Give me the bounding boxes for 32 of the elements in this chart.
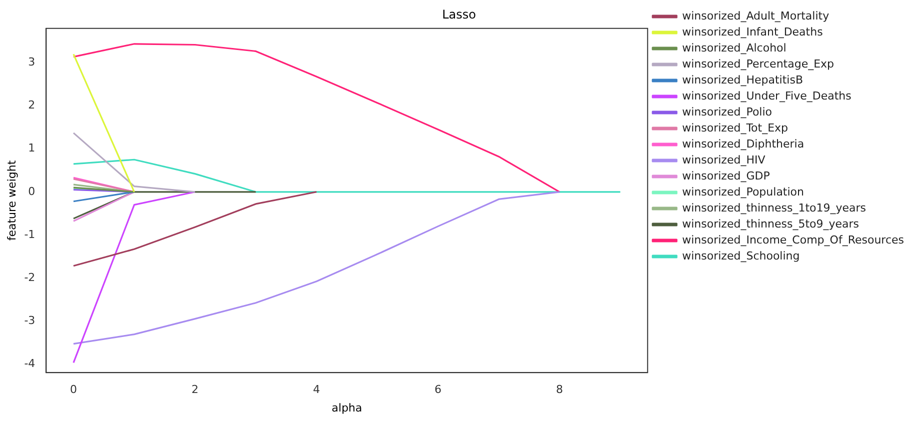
x-tick-label: 4	[313, 383, 320, 396]
y-tick-label: -1	[24, 228, 36, 241]
y-tick-label: -3	[24, 314, 36, 327]
legend-label: winsorized_HIV	[682, 153, 766, 166]
legend-label: winsorized_Diphtheria	[682, 137, 804, 150]
legend-label: winsorized_HepatitisB	[682, 73, 803, 86]
legend-label: winsorized_Schooling	[682, 249, 800, 262]
x-tick-label: 8	[556, 383, 564, 396]
legend-label: winsorized_Polio	[682, 105, 772, 118]
y-tick-label: 2	[28, 98, 36, 112]
legend-label: winsorized_GDP	[682, 169, 770, 182]
y-tick-label: 0	[28, 184, 36, 198]
legend-label: winsorized_Adult_Mortality	[682, 9, 830, 22]
x-tick-label: 2	[192, 383, 199, 396]
y-tick-label: -2	[24, 270, 36, 284]
y-tick-label: 1	[28, 142, 36, 155]
y-tick-label: 3	[28, 56, 36, 69]
legend-label: winsorized_Alcohol	[682, 41, 786, 54]
chart-title: Lasso	[442, 7, 476, 22]
legend-label: winsorized_Percentage_Exp	[682, 57, 834, 70]
x-tick-label: 6	[434, 383, 442, 396]
legend-label: winsorized_thinness_5to9_years	[682, 217, 860, 230]
x-axis-title: alpha	[332, 401, 362, 414]
y-axis-title: feature weight	[5, 160, 18, 241]
legend-label: winsorized_Under_Five_Deaths	[682, 89, 852, 102]
legend-label: winsorized_Infant_Deaths	[682, 25, 824, 38]
legend-label: winsorized_Income_Comp_Of_Resources	[682, 233, 904, 246]
legend-label: winsorized_Tot_Exp	[682, 121, 788, 134]
y-tick-label: -4	[24, 356, 36, 370]
legend-label: winsorized_Population	[682, 185, 804, 198]
legend-label: winsorized_thinness_1to19_years	[682, 201, 866, 214]
x-tick-label: 0	[70, 383, 78, 396]
